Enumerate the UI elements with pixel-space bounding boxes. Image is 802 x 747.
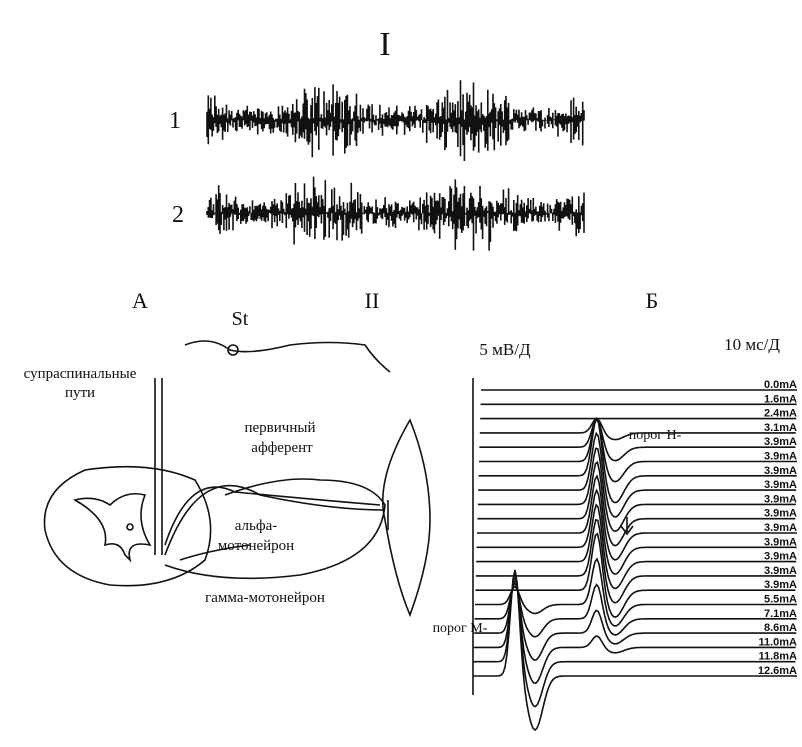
- figure: I 1 2 А St II Б супраспинальные пути пер…: [0, 0, 802, 747]
- diagram-label: мотонейрон: [218, 538, 294, 554]
- diagram-label: афферент: [251, 440, 313, 456]
- diagram-label: пути: [65, 385, 95, 401]
- part-title: I: [379, 26, 390, 63]
- current-label: 7.1mA: [764, 608, 797, 620]
- panel-label: Б: [646, 288, 659, 313]
- current-label: 3.9mA: [764, 522, 797, 534]
- trace-label: 2: [172, 202, 184, 228]
- panel-label: А: [132, 288, 148, 313]
- emg-traces: [207, 80, 584, 250]
- current-label: 3.9mA: [764, 465, 797, 477]
- current-label: 3.9mA: [764, 508, 797, 520]
- trace: [473, 574, 795, 707]
- part-title: II: [365, 288, 380, 313]
- diagram-label: супраспинальные: [24, 366, 137, 382]
- current-label: 5.5mA: [764, 594, 797, 606]
- emg-trace: [207, 80, 584, 161]
- current-label: 2.4mA: [764, 408, 797, 420]
- current-label: 3.9mA: [764, 451, 797, 463]
- threshold-label: порог Н-: [629, 428, 682, 443]
- current-label: 0.0mA: [764, 379, 797, 391]
- stimulus-label: St: [232, 308, 249, 330]
- current-label: 12.6mA: [758, 665, 797, 677]
- spinal-diagram: [45, 341, 431, 615]
- trace: [473, 570, 797, 730]
- current-label: 11.8mA: [758, 651, 797, 663]
- scale-label: 10 мс/Д: [724, 335, 780, 354]
- trace-label: 1: [169, 108, 181, 134]
- diagram-label: гамма-мотонейрон: [205, 590, 325, 606]
- scale-label: 5 мВ/Д: [479, 340, 531, 359]
- diagram-label: первичный: [245, 420, 316, 436]
- emg-trace: [207, 177, 584, 251]
- current-label: 3.9mA: [764, 551, 797, 563]
- current-label: 3.9mA: [764, 493, 797, 505]
- diagram-label: альфа-: [235, 518, 278, 534]
- current-label: 3.9mA: [764, 579, 797, 591]
- current-label: 3.9mA: [764, 536, 797, 548]
- current-label: 3.9mA: [764, 479, 797, 491]
- current-label: 11.0mA: [758, 636, 797, 648]
- current-label: 1.6mA: [764, 393, 797, 405]
- current-label: 3.9mA: [764, 565, 797, 577]
- arrow: [621, 517, 633, 534]
- current-label: 8.6mA: [764, 622, 797, 634]
- current-label: 3.1mA: [764, 422, 797, 434]
- current-label: 3.9mA: [764, 436, 797, 448]
